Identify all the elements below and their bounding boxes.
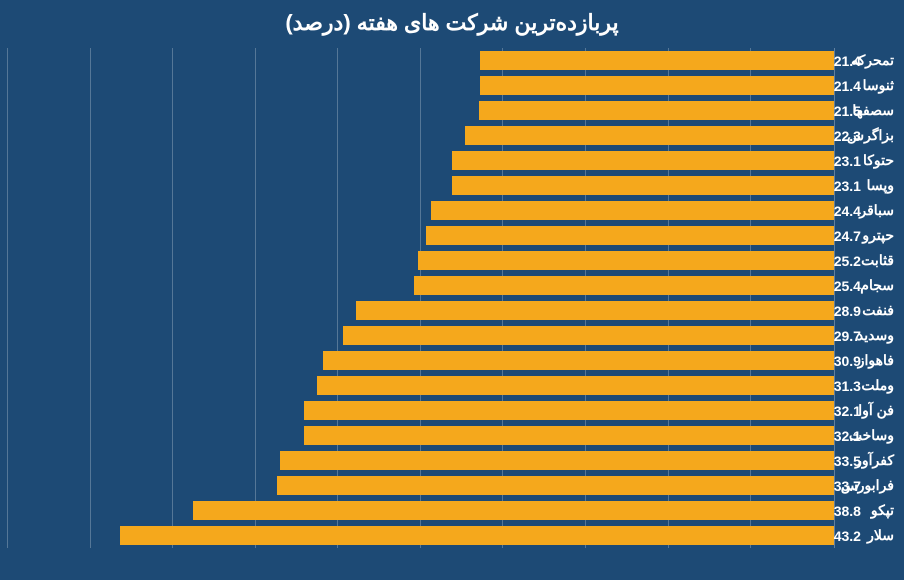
bar-row: 23.1 <box>8 148 834 173</box>
bar: 21.4 <box>480 51 833 70</box>
bar-value: 22.3 <box>834 128 867 144</box>
bar-value: 23.1 <box>834 153 867 169</box>
y-axis-labels: تمحرکهثنوساسصفهابزاگرسحتوکاوپساسباقرحپتر… <box>835 48 896 548</box>
bar-value: 23.1 <box>834 178 867 194</box>
bar-value: 25.4 <box>834 278 867 294</box>
chart-container: پربازده‌ترین شرکت های هفته (درصد) تمحرکه… <box>0 0 904 580</box>
bar-value: 21.5 <box>834 103 867 119</box>
bar: 32.1 <box>304 426 834 445</box>
bar: 21.5 <box>479 101 834 120</box>
bar: 23.1 <box>452 151 833 170</box>
bar: 29.7 <box>343 326 833 345</box>
chart-body: تمحرکهثنوساسصفهابزاگرسحتوکاوپساسباقرحپتر… <box>8 48 896 548</box>
bar-row: 24.7 <box>8 223 834 248</box>
bar-value: 30.9 <box>834 353 867 369</box>
bar: 28.9 <box>356 301 833 320</box>
bar-value: 21.4 <box>834 53 867 69</box>
bar-value: 28.9 <box>834 303 867 319</box>
bar: 23.1 <box>452 176 833 195</box>
bar-value: 33.5 <box>834 453 867 469</box>
bar-row: 29.7 <box>8 323 834 348</box>
bar-row: 33.5 <box>8 448 834 473</box>
plot-area: 21.4 21.4 21.5 22.3 23.1 23.1 24.4 24.7 25.2 25.4… <box>8 48 835 548</box>
bar-value: 32.1 <box>834 428 867 444</box>
bar: 25.4 <box>414 276 833 295</box>
bar-value: 21.4 <box>834 78 867 94</box>
bar: 22.3 <box>465 126 833 145</box>
bar: 33.7 <box>277 476 834 495</box>
bar-row: 32.1 <box>8 423 834 448</box>
bar-value: 33.7 <box>834 478 867 494</box>
bar-row: 38.8 <box>8 498 834 523</box>
bar-value: 29.7 <box>834 328 867 344</box>
bar-row: 25.4 <box>8 273 834 298</box>
bar: 38.8 <box>193 501 834 520</box>
bar: 21.4 <box>480 76 833 95</box>
bar-row: 22.3 <box>8 123 834 148</box>
bar-value: 32.1 <box>834 403 867 419</box>
bar-row: 28.9 <box>8 298 834 323</box>
bar-row: 23.1 <box>8 173 834 198</box>
bar-row: 30.9 <box>8 348 834 373</box>
bar-row: 21.4 <box>8 48 834 73</box>
bar-value: 24.7 <box>834 228 867 244</box>
bar: 24.4 <box>431 201 834 220</box>
bar-value: 43.2 <box>834 528 867 544</box>
bar-value: 24.4 <box>834 203 867 219</box>
bar: 24.7 <box>426 226 834 245</box>
bar-row: 43.2 <box>8 523 834 548</box>
bar-row: 32.1 <box>8 398 834 423</box>
bar-row: 25.2 <box>8 248 834 273</box>
bar-row: 24.4 <box>8 198 834 223</box>
bar-row: 31.3 <box>8 373 834 398</box>
bar: 31.3 <box>317 376 834 395</box>
bar-value: 25.2 <box>834 253 867 269</box>
bar-row: 33.7 <box>8 473 834 498</box>
chart-title: پربازده‌ترین شرکت های هفته (درصد) <box>8 10 896 36</box>
bar: 30.9 <box>323 351 833 370</box>
bar: 25.2 <box>418 251 834 270</box>
bar-row: 21.4 <box>8 73 834 98</box>
bar-value: 38.8 <box>834 503 867 519</box>
bar: 32.1 <box>304 401 834 420</box>
bar: 43.2 <box>120 526 833 545</box>
bar: 33.5 <box>280 451 833 470</box>
bar-value: 31.3 <box>834 378 867 394</box>
bar-row: 21.5 <box>8 98 834 123</box>
